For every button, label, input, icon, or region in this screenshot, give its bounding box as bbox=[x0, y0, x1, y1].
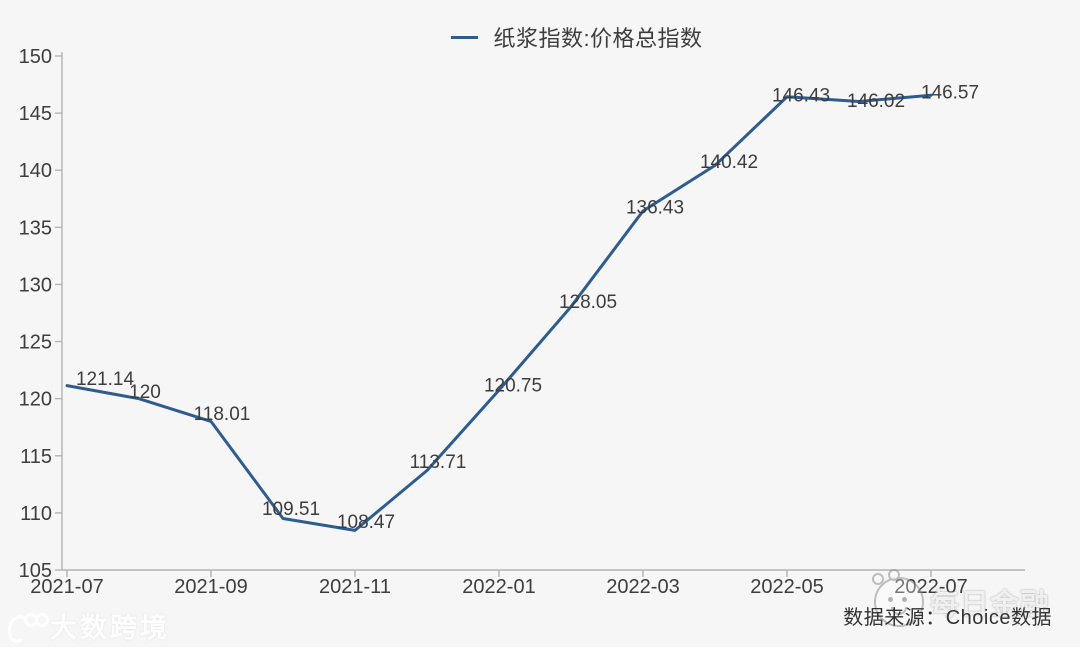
data-point-label: 109.51 bbox=[262, 499, 320, 520]
x-axis-tick-label: 2022-07 bbox=[894, 576, 967, 598]
x-axis-tick-label: 2022-05 bbox=[750, 576, 823, 598]
data-point-label: 120 bbox=[129, 382, 161, 403]
y-axis-tick-label: 135 bbox=[19, 217, 52, 239]
data-point-label: 146.02 bbox=[847, 91, 905, 112]
data-point-label: 136.43 bbox=[626, 197, 684, 218]
y-axis-tick-label: 145 bbox=[19, 103, 52, 125]
x-axis-tick-label: 2021-11 bbox=[319, 576, 391, 598]
y-axis-tick-label: 115 bbox=[20, 446, 52, 468]
data-point-label: 146.57 bbox=[921, 83, 979, 104]
y-axis-tick-label: 110 bbox=[20, 503, 52, 525]
legend-label: 纸浆指数:价格总指数 bbox=[493, 26, 703, 51]
y-axis-tick-label: 105 bbox=[19, 560, 52, 582]
data-point-label: 118.01 bbox=[194, 404, 251, 425]
data-point-label: 146.43 bbox=[772, 85, 830, 106]
y-axis-tick-label: 120 bbox=[19, 389, 52, 411]
x-axis-tick-label: 2021-09 bbox=[174, 576, 247, 598]
x-axis-tick-label: 2021-07 bbox=[30, 576, 103, 598]
data-point-label: 121.14 bbox=[76, 369, 135, 390]
y-axis-tick-label: 125 bbox=[19, 332, 52, 354]
legend-line-swatch bbox=[451, 35, 479, 39]
data-point-label: 120.75 bbox=[484, 376, 542, 397]
data-point-label: 108.47 bbox=[337, 512, 395, 533]
source-note: 数据来源：Choice数据 bbox=[843, 607, 1052, 629]
data-point-label: 128.05 bbox=[559, 292, 617, 313]
data-point-label: 140.42 bbox=[700, 152, 758, 173]
y-axis-tick-label: 140 bbox=[19, 160, 52, 182]
data-point-label: 113.71 bbox=[410, 452, 467, 473]
y-axis-tick-label: 130 bbox=[19, 274, 52, 296]
x-axis-tick-label: 2022-01 bbox=[462, 576, 535, 598]
x-axis-tick-label: 2022-03 bbox=[606, 576, 679, 598]
y-axis-tick-label: 150 bbox=[19, 46, 52, 68]
legend[interactable]: 纸浆指数:价格总指数 bbox=[0, 21, 1080, 53]
series-line-pulp-index bbox=[65, 93, 933, 532]
